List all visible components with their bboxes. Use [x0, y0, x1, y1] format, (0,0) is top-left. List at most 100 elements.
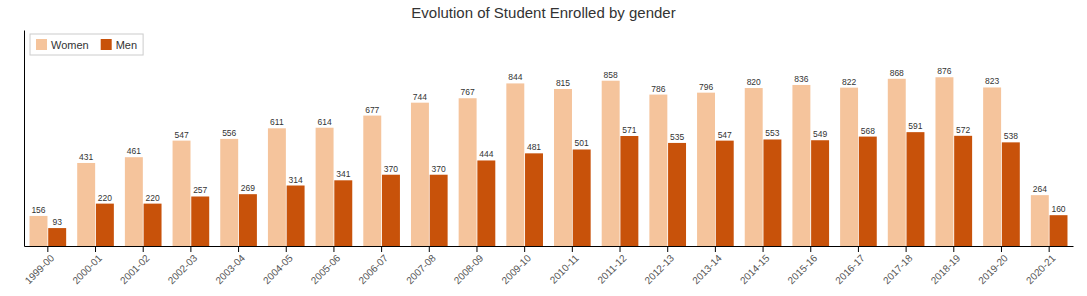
bar — [906, 132, 924, 246]
x-tick-mark — [381, 246, 382, 252]
data-label: 257 — [193, 185, 207, 195]
data-label: 444 — [479, 149, 493, 159]
bar — [477, 160, 495, 246]
bar — [506, 83, 524, 246]
data-label: 461 — [127, 146, 141, 156]
x-tick-mark — [238, 246, 239, 252]
bar — [888, 79, 906, 246]
x-tick: 2006-07 — [356, 246, 390, 286]
data-label: 796 — [699, 82, 713, 92]
data-label: 553 — [765, 128, 779, 138]
plot: 1564314615475566116146777447678448158587… — [23, 31, 1074, 287]
x-tick-mark — [1001, 246, 1002, 252]
bar — [334, 180, 352, 246]
x-tick-mark — [810, 246, 811, 252]
x-axis-line — [25, 246, 1074, 247]
bar — [220, 139, 238, 246]
bar — [954, 136, 972, 246]
x-axis: 1999-002000-012001-022002-032003-042004-… — [23, 246, 1074, 286]
x-tick-label: 2002-03 — [166, 252, 200, 286]
x-tick-label: 2003-04 — [213, 252, 247, 286]
data-label: 220 — [145, 193, 159, 203]
data-label: 868 — [890, 68, 904, 78]
x-tick-mark — [143, 246, 144, 252]
x-tick: 2003-04 — [213, 246, 247, 286]
data-label: 535 — [670, 132, 684, 142]
chart: Evolution of Student Enrolled by gender 1… — [0, 0, 1087, 296]
bar — [602, 81, 620, 246]
x-tick: 2000-01 — [70, 246, 104, 286]
x-tick-mark — [333, 246, 334, 252]
x-tick-mark — [953, 246, 954, 252]
bar — [763, 139, 781, 246]
x-tick: 2002-03 — [166, 246, 200, 286]
x-tick: 2001-02 — [118, 246, 152, 286]
bar — [459, 98, 477, 246]
data-label: 820 — [747, 77, 761, 87]
data-label: 431 — [79, 152, 93, 162]
data-label: 836 — [794, 74, 808, 84]
bar — [430, 175, 448, 246]
data-label: 591 — [908, 121, 922, 131]
data-label: 93 — [52, 217, 62, 227]
bar — [620, 136, 638, 246]
data-label: 767 — [461, 87, 475, 97]
x-tick-mark — [667, 246, 668, 252]
x-tick: 2013-14 — [690, 246, 724, 286]
x-tick: 1999-00 — [23, 246, 57, 286]
x-tick-label: 2020-21 — [1024, 252, 1058, 286]
x-tick-label: 2008-09 — [452, 252, 486, 286]
x-tick: 2018-19 — [929, 246, 963, 286]
x-tick: 2005-06 — [309, 246, 343, 286]
bar — [382, 175, 400, 246]
legend-label: Women — [51, 39, 89, 51]
bar — [411, 103, 429, 246]
bar — [554, 89, 572, 246]
bar — [573, 149, 591, 246]
bar — [363, 116, 381, 246]
x-tick-mark — [572, 246, 573, 252]
data-label: 858 — [604, 70, 618, 80]
x-tick-mark — [858, 246, 859, 252]
data-label: 614 — [317, 117, 331, 127]
x-tick-mark — [906, 246, 907, 252]
data-label: 744 — [413, 92, 427, 102]
bar — [525, 153, 543, 246]
x-tick-mark — [429, 246, 430, 252]
x-tick-label: 2015-16 — [786, 252, 820, 286]
y-axis-line — [24, 31, 25, 247]
bar — [697, 93, 715, 246]
data-label: 220 — [98, 193, 112, 203]
bar — [668, 143, 686, 246]
data-label: 549 — [813, 129, 827, 139]
data-label: 815 — [556, 78, 570, 88]
x-tick: 2014-15 — [738, 246, 772, 286]
chart-title: Evolution of Student Enrolled by gender — [411, 4, 675, 21]
bar — [77, 163, 95, 246]
data-label: 160 — [1051, 204, 1065, 214]
x-tick-mark — [715, 246, 716, 252]
x-tick-mark — [95, 246, 96, 252]
x-tick-mark — [620, 246, 621, 252]
bar — [745, 88, 763, 246]
x-tick-label: 2018-19 — [929, 252, 963, 286]
data-label: 822 — [842, 77, 856, 87]
x-tick-label: 2017-18 — [881, 252, 915, 286]
x-tick-mark — [190, 246, 191, 252]
data-label: 370 — [384, 164, 398, 174]
x-tick-mark — [47, 246, 48, 252]
bars — [30, 77, 1068, 246]
x-tick-label: 2019-20 — [976, 252, 1010, 286]
bar — [716, 141, 734, 246]
bar — [30, 216, 48, 246]
x-tick-label: 2014-15 — [738, 252, 772, 286]
data-label: 314 — [289, 175, 303, 185]
x-tick-mark — [286, 246, 287, 252]
bar — [792, 85, 810, 246]
data-label: 611 — [270, 117, 284, 127]
data-label: 568 — [861, 126, 875, 136]
bar — [983, 87, 1001, 246]
x-tick: 2010-11 — [548, 246, 582, 286]
x-tick-label: 2012-13 — [642, 252, 676, 286]
x-tick: 2009-10 — [499, 246, 533, 286]
